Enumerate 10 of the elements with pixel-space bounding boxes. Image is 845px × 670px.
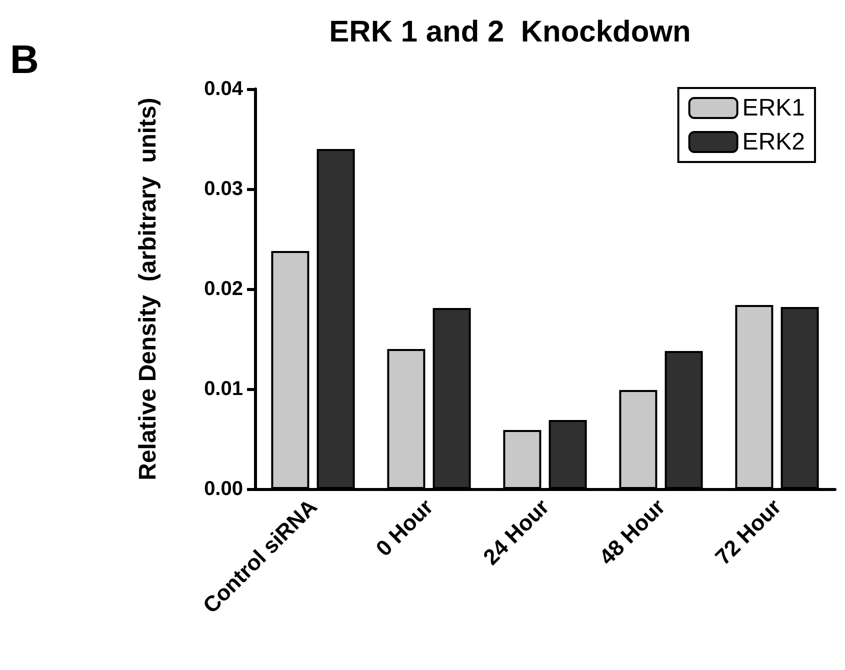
chart-title: ERK 1 and 2 Knockdown bbox=[329, 16, 691, 48]
legend-label: ERK2 bbox=[742, 128, 806, 156]
y-axis-title: Relative Density (arbitrary units) bbox=[134, 98, 162, 480]
y-tick-label: 0.01 bbox=[204, 378, 243, 400]
y-tick-label: 0.02 bbox=[204, 278, 243, 300]
y-tick-label: 0.03 bbox=[204, 178, 243, 200]
y-tick-label: 0.04 bbox=[204, 78, 244, 100]
text: B bbox=[10, 38, 39, 82]
legend-label: ERK1 bbox=[742, 94, 806, 122]
y-tick-label: 0.00 bbox=[204, 478, 243, 500]
